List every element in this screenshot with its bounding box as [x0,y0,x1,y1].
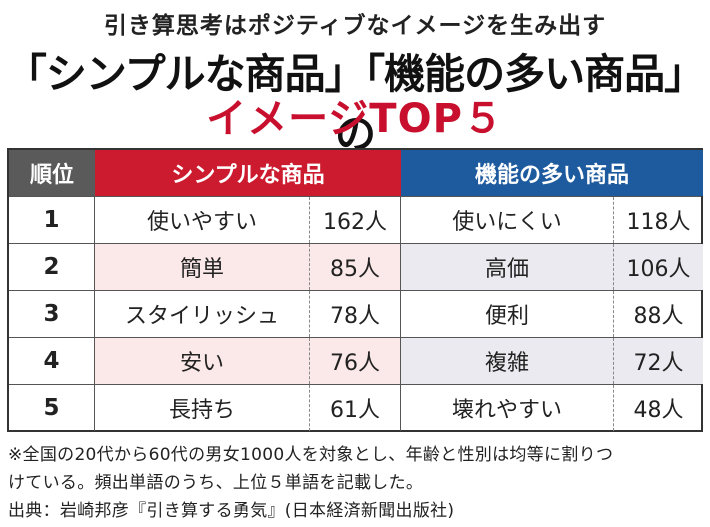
header-feature-product: 機能の多い商品 [401,150,703,196]
footnote-line-2: けている。頻出単語のうち、上位５単語を記載した。 [8,473,424,493]
feature-count-cell: 48人 [613,385,703,431]
table-row: 1 使いやすい 162人 使いにくい 118人 [9,196,701,243]
ranking-table: 順位 シンプルな商品 機能の多い商品 1 使いやすい 162人 使いにくい 11… [7,148,703,432]
header-rank: 順位 [9,150,95,196]
table-row: 5 長持ち 61人 壊れやすい 48人 [9,384,701,431]
table-row: 2 簡単 85人 高価 106人 [9,243,703,290]
simple-count-cell: 78人 [309,291,401,337]
feature-count-cell: 106人 [613,244,703,290]
simple-count-cell: 162人 [309,197,401,243]
table-row: 3 スタイリッシュ 78人 便利 88人 [9,290,701,337]
simple-word-cell: 簡単 [95,244,309,290]
feature-word-cell: 複雑 [401,338,613,384]
rank-cell: 2 [9,244,95,290]
feature-word-cell: 便利 [484,304,529,329]
rank-cell: 5 [9,385,95,431]
feature-word-cell: 高価 [401,244,613,290]
simple-count-cell: 85人 [309,244,401,290]
feature-word-cell: 壊れやすい [451,398,562,423]
rank-cell: 4 [9,338,95,384]
feature-word-cell: 使いにくい [452,210,562,235]
main-title: 「シンプルな商品」「機能の多い商品」の [5,50,705,158]
title-highlight: イメージTOP５ [206,96,504,142]
footnote-line-1: ※全国の20代から60代の男女1000人を対象とし、年齢と性別は均等に割りつ [8,445,614,465]
header-simple-product: シンプルな商品 [95,150,401,196]
simple-word-cell: 安い [95,338,309,384]
feature-count-cell: 88人 [613,291,703,337]
simple-word-cell: 使いやすい [146,210,257,235]
feature-count-cell: 118人 [613,197,703,243]
table-row: 4 安い 76人 複雑 72人 [9,337,703,384]
source-citation: 出典：岩崎邦彦『引き算する勇気』(日本経済新聞出版社) [8,501,455,521]
feature-count-cell: 72人 [613,338,703,384]
simple-count-cell: 61人 [309,385,401,431]
simple-word-cell: 長持ち [168,398,235,423]
rank-cell: 1 [9,197,95,243]
simple-word-cell: スタイリッシュ [124,304,279,329]
rank-cell: 3 [9,291,95,337]
subtitle: 引き算思考はポジティブなイメージを生み出す [103,13,607,39]
simple-count-cell: 76人 [309,338,401,384]
